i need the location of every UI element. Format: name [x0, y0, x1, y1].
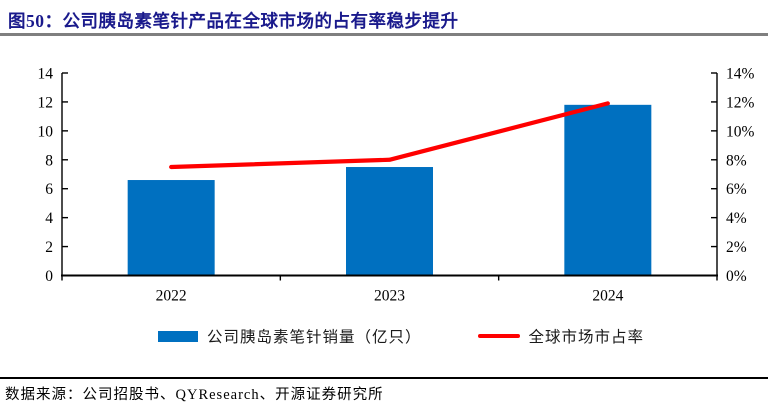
chart-title: 图50：公司胰岛素笔针产品在全球市场的占有率稳步提升	[8, 11, 459, 31]
y-right-tick-label: 8%	[726, 152, 747, 169]
y-right-tick-label: 0%	[726, 268, 747, 285]
bar-2022	[127, 180, 215, 276]
bar-2023	[346, 167, 433, 276]
footer-divider	[0, 377, 768, 379]
y-right-tick-label: 14%	[726, 66, 755, 83]
legend-label-sales: 公司胰岛素笔针销量（亿只）	[207, 329, 422, 346]
legend-item-sales: 公司胰岛素笔针销量（亿只）	[158, 325, 422, 347]
y-right-tick-label: 6%	[726, 181, 747, 198]
y-left-tick-label: 6	[45, 181, 53, 198]
y-right-tick-label: 12%	[726, 94, 755, 111]
y-left-tick-label: 8	[45, 152, 53, 169]
bar-2024	[564, 104, 652, 276]
x-tick-label: 2023	[374, 288, 405, 305]
chart-legend: 公司胰岛素笔针销量（亿只） 全球市场市占率	[158, 325, 644, 347]
y-left-tick-label: 10	[38, 123, 54, 140]
y-right-tick-label: 2%	[726, 239, 747, 256]
y-right-tick-label: 4%	[726, 210, 747, 227]
y-left-tick-label: 12	[38, 94, 54, 111]
x-tick-label: 2024	[592, 288, 623, 305]
y-left-tick-label: 4	[45, 210, 53, 227]
y-left-tick-label: 0	[45, 268, 53, 285]
x-tick-label: 2022	[156, 288, 187, 305]
legend-item-share: 全球市场市占率	[477, 325, 645, 347]
title-divider	[0, 33, 768, 36]
line-series-swatch	[477, 334, 520, 338]
market-share-line	[169, 101, 610, 170]
legend-label-share: 全球市场市占率	[528, 329, 645, 346]
data-source: 数据来源：公司招股书、QYResearch、开源证券研究所	[5, 387, 384, 403]
y-left-tick-label: 2	[45, 239, 53, 256]
y-left-tick-label: 14	[38, 66, 54, 83]
y-right-tick-label: 10%	[726, 123, 755, 140]
bar-series-swatch	[158, 330, 198, 342]
